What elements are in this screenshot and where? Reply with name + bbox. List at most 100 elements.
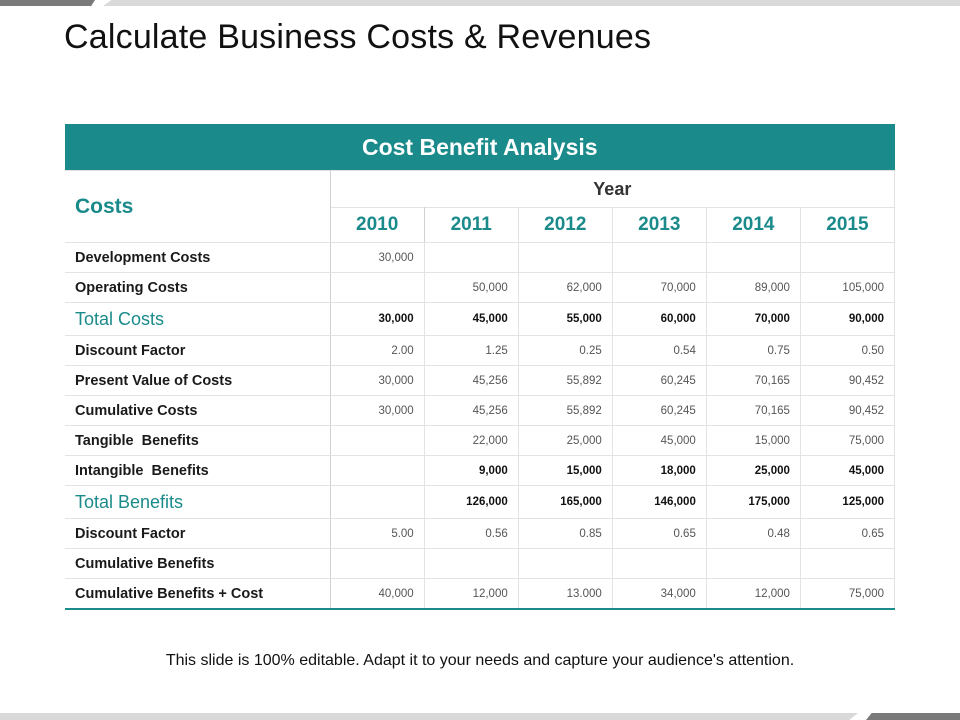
table-cell: 45,256 bbox=[424, 395, 519, 426]
table-cell: 90,452 bbox=[800, 365, 896, 396]
table-cell: 30,000 bbox=[330, 365, 425, 396]
year-header-2012: 2012 bbox=[518, 207, 613, 243]
row-label: Operating Costs bbox=[65, 272, 331, 303]
table-cell: 25,000 bbox=[706, 455, 801, 486]
table-row-cumulative-benefits: Cumulative Benefits bbox=[65, 548, 896, 579]
table-cell: 75,000 bbox=[800, 425, 896, 456]
table-row-cumulative-benefits-plus-cost: Cumulative Benefits + Cost 40,000 12,000… bbox=[65, 578, 896, 610]
table-cell: 0.25 bbox=[518, 335, 613, 366]
table-cell: 165,000 bbox=[518, 485, 613, 519]
table-cell: 89,000 bbox=[706, 272, 801, 303]
table-cell: 0.50 bbox=[800, 335, 896, 366]
table-cell: 30,000 bbox=[330, 395, 425, 426]
table-cell: 70,165 bbox=[706, 395, 801, 426]
bottom-decor-dark bbox=[866, 713, 960, 720]
table-cell: 12,000 bbox=[706, 578, 801, 610]
table-row-present-value-of-costs: Present Value of Costs 30,000 45,256 55,… bbox=[65, 365, 896, 396]
table-cell: 30,000 bbox=[330, 302, 425, 336]
table-cell bbox=[706, 242, 801, 273]
row-label: Cumulative Benefits + Cost bbox=[65, 578, 331, 610]
table-row-total-costs: Total Costs 30,000 45,000 55,000 60,000 … bbox=[65, 302, 896, 336]
footer-note: This slide is 100% editable. Adapt it to… bbox=[165, 652, 795, 669]
table-cell: 45,256 bbox=[424, 365, 519, 396]
table-cell: 30,000 bbox=[330, 242, 425, 273]
table-cell: 5.00 bbox=[330, 518, 425, 549]
table-cell: 1.25 bbox=[424, 335, 519, 366]
table-cell: 75,000 bbox=[800, 578, 896, 610]
header-row-years: 2010 2011 2012 2013 2014 2015 bbox=[65, 207, 896, 243]
table-row-development-costs: Development Costs 30,000 bbox=[65, 242, 896, 273]
table-cell: 175,000 bbox=[706, 485, 801, 519]
table-cell: 0.56 bbox=[424, 518, 519, 549]
row-label-total: Total Benefits bbox=[65, 485, 331, 519]
top-decor-dark bbox=[0, 0, 95, 6]
table-row-operating-costs: Operating Costs 50,000 62,000 70,000 89,… bbox=[65, 272, 896, 303]
table-cell: 90,000 bbox=[800, 302, 896, 336]
row-label: Development Costs bbox=[65, 242, 331, 273]
table-row-discount-factor-benefits: Discount Factor 5.00 0.56 0.85 0.65 0.48… bbox=[65, 518, 896, 549]
row-label: Cumulative Costs bbox=[65, 395, 331, 426]
table-cell: 62,000 bbox=[518, 272, 613, 303]
table-cell bbox=[330, 272, 425, 303]
table-cell bbox=[518, 548, 613, 579]
table-cell: 60,245 bbox=[612, 395, 707, 426]
table-cell: 0.54 bbox=[612, 335, 707, 366]
table-cell: 45,000 bbox=[800, 455, 896, 486]
table-cell bbox=[706, 548, 801, 579]
table-cell: 70,000 bbox=[612, 272, 707, 303]
year-header-2014: 2014 bbox=[706, 207, 801, 243]
table-cell: 18,000 bbox=[612, 455, 707, 486]
table-row-intangible-benefits: Intangible Benefits 9,000 15,000 18,000 … bbox=[65, 455, 896, 486]
table-cell: 70,165 bbox=[706, 365, 801, 396]
year-header-2015: 2015 bbox=[800, 207, 896, 243]
table-cell bbox=[330, 455, 425, 486]
row-label: Present Value of Costs bbox=[65, 365, 331, 396]
table-cell: 60,000 bbox=[612, 302, 707, 336]
table-row-total-benefits: Total Benefits 126,000 165,000 146,000 1… bbox=[65, 485, 896, 519]
table-cell: 0.65 bbox=[800, 518, 896, 549]
table-cell bbox=[330, 548, 425, 579]
table-cell: 125,000 bbox=[800, 485, 896, 519]
table-cell: 55,892 bbox=[518, 365, 613, 396]
table-cell: 15,000 bbox=[706, 425, 801, 456]
row-label: Discount Factor bbox=[65, 335, 331, 366]
costs-heading: Costs bbox=[65, 170, 331, 243]
row-label: Intangible Benefits bbox=[65, 455, 331, 486]
table-cell bbox=[612, 548, 707, 579]
table-cell: 0.75 bbox=[706, 335, 801, 366]
table-cell: 0.48 bbox=[706, 518, 801, 549]
header-row-year: Costs Year bbox=[65, 170, 896, 243]
year-header-2013: 2013 bbox=[612, 207, 707, 243]
table-cell: 45,000 bbox=[424, 302, 519, 336]
table-cell: 70,000 bbox=[706, 302, 801, 336]
table-cell bbox=[518, 242, 613, 273]
table-cell bbox=[800, 548, 896, 579]
top-decor-light bbox=[103, 0, 960, 6]
bottom-decor-light bbox=[0, 713, 858, 720]
table-cell: 12,000 bbox=[424, 578, 519, 610]
table-cell: 0.65 bbox=[612, 518, 707, 549]
top-decor-bar bbox=[0, 0, 960, 6]
table-cell: 55,000 bbox=[518, 302, 613, 336]
table-cell: 15,000 bbox=[518, 455, 613, 486]
table-cell bbox=[424, 242, 519, 273]
table-cell: 25,000 bbox=[518, 425, 613, 456]
table-cell: 146,000 bbox=[612, 485, 707, 519]
table-cell: 105,000 bbox=[800, 272, 896, 303]
table-cell bbox=[330, 425, 425, 456]
table-cell: 34,000 bbox=[612, 578, 707, 610]
table-cell: 126,000 bbox=[424, 485, 519, 519]
table-cell bbox=[424, 548, 519, 579]
year-header-2010: 2010 bbox=[330, 207, 425, 243]
table-cell: 9,000 bbox=[424, 455, 519, 486]
table-cell: 55,892 bbox=[518, 395, 613, 426]
table-banner: Cost Benefit Analysis bbox=[65, 124, 895, 171]
year-header-2011: 2011 bbox=[424, 207, 519, 243]
table-cell: 2.00 bbox=[330, 335, 425, 366]
table-cell bbox=[330, 485, 425, 519]
table-cell: 13.000 bbox=[518, 578, 613, 610]
row-label: Discount Factor bbox=[65, 518, 331, 549]
year-heading: Year bbox=[330, 170, 896, 208]
table-cell: 40,000 bbox=[330, 578, 425, 610]
table-cell: 22,000 bbox=[424, 425, 519, 456]
